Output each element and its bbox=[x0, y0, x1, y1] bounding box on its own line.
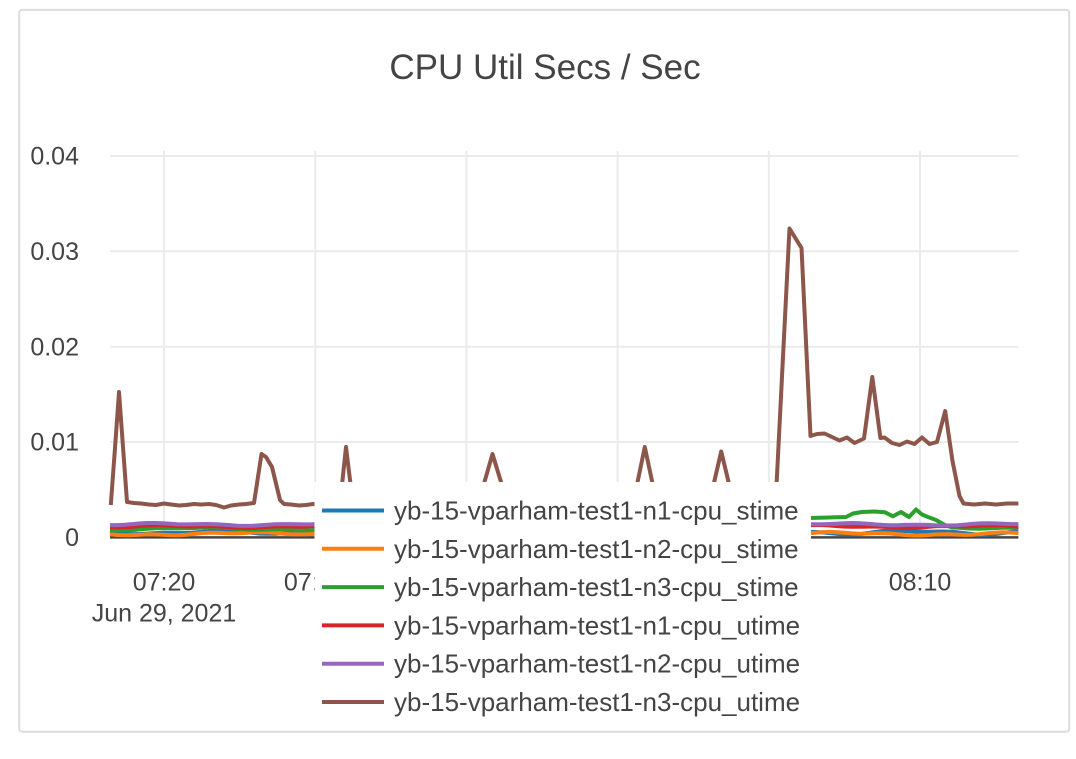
svg-text:yb-15-vparham-test1-n1-cpu_uti: yb-15-vparham-test1-n1-cpu_utime bbox=[394, 610, 800, 640]
svg-text:0: 0 bbox=[65, 524, 79, 552]
svg-text:Jun 29, 2021: Jun 29, 2021 bbox=[92, 600, 237, 628]
svg-text:CPU Util Secs / Sec: CPU Util Secs / Sec bbox=[389, 48, 700, 87]
svg-text:0.01: 0.01 bbox=[30, 429, 79, 457]
svg-text:0.03: 0.03 bbox=[30, 238, 79, 266]
svg-text:yb-15-vparham-test1-n1-cpu_sti: yb-15-vparham-test1-n1-cpu_stime bbox=[394, 496, 799, 526]
svg-text:0.02: 0.02 bbox=[30, 333, 79, 361]
svg-text:08:10: 08:10 bbox=[889, 569, 952, 597]
svg-text:yb-15-vparham-test1-n2-cpu_uti: yb-15-vparham-test1-n2-cpu_utime bbox=[394, 649, 800, 679]
svg-text:yb-15-vparham-test1-n3-cpu_sti: yb-15-vparham-test1-n3-cpu_stime bbox=[394, 572, 799, 602]
svg-text:yb-15-vparham-test1-n2-cpu_sti: yb-15-vparham-test1-n2-cpu_stime bbox=[394, 534, 799, 564]
svg-text:0.04: 0.04 bbox=[30, 143, 79, 171]
svg-text:yb-15-vparham-test1-n3-cpu_uti: yb-15-vparham-test1-n3-cpu_utime bbox=[394, 687, 800, 717]
svg-text:07:20: 07:20 bbox=[133, 569, 196, 597]
